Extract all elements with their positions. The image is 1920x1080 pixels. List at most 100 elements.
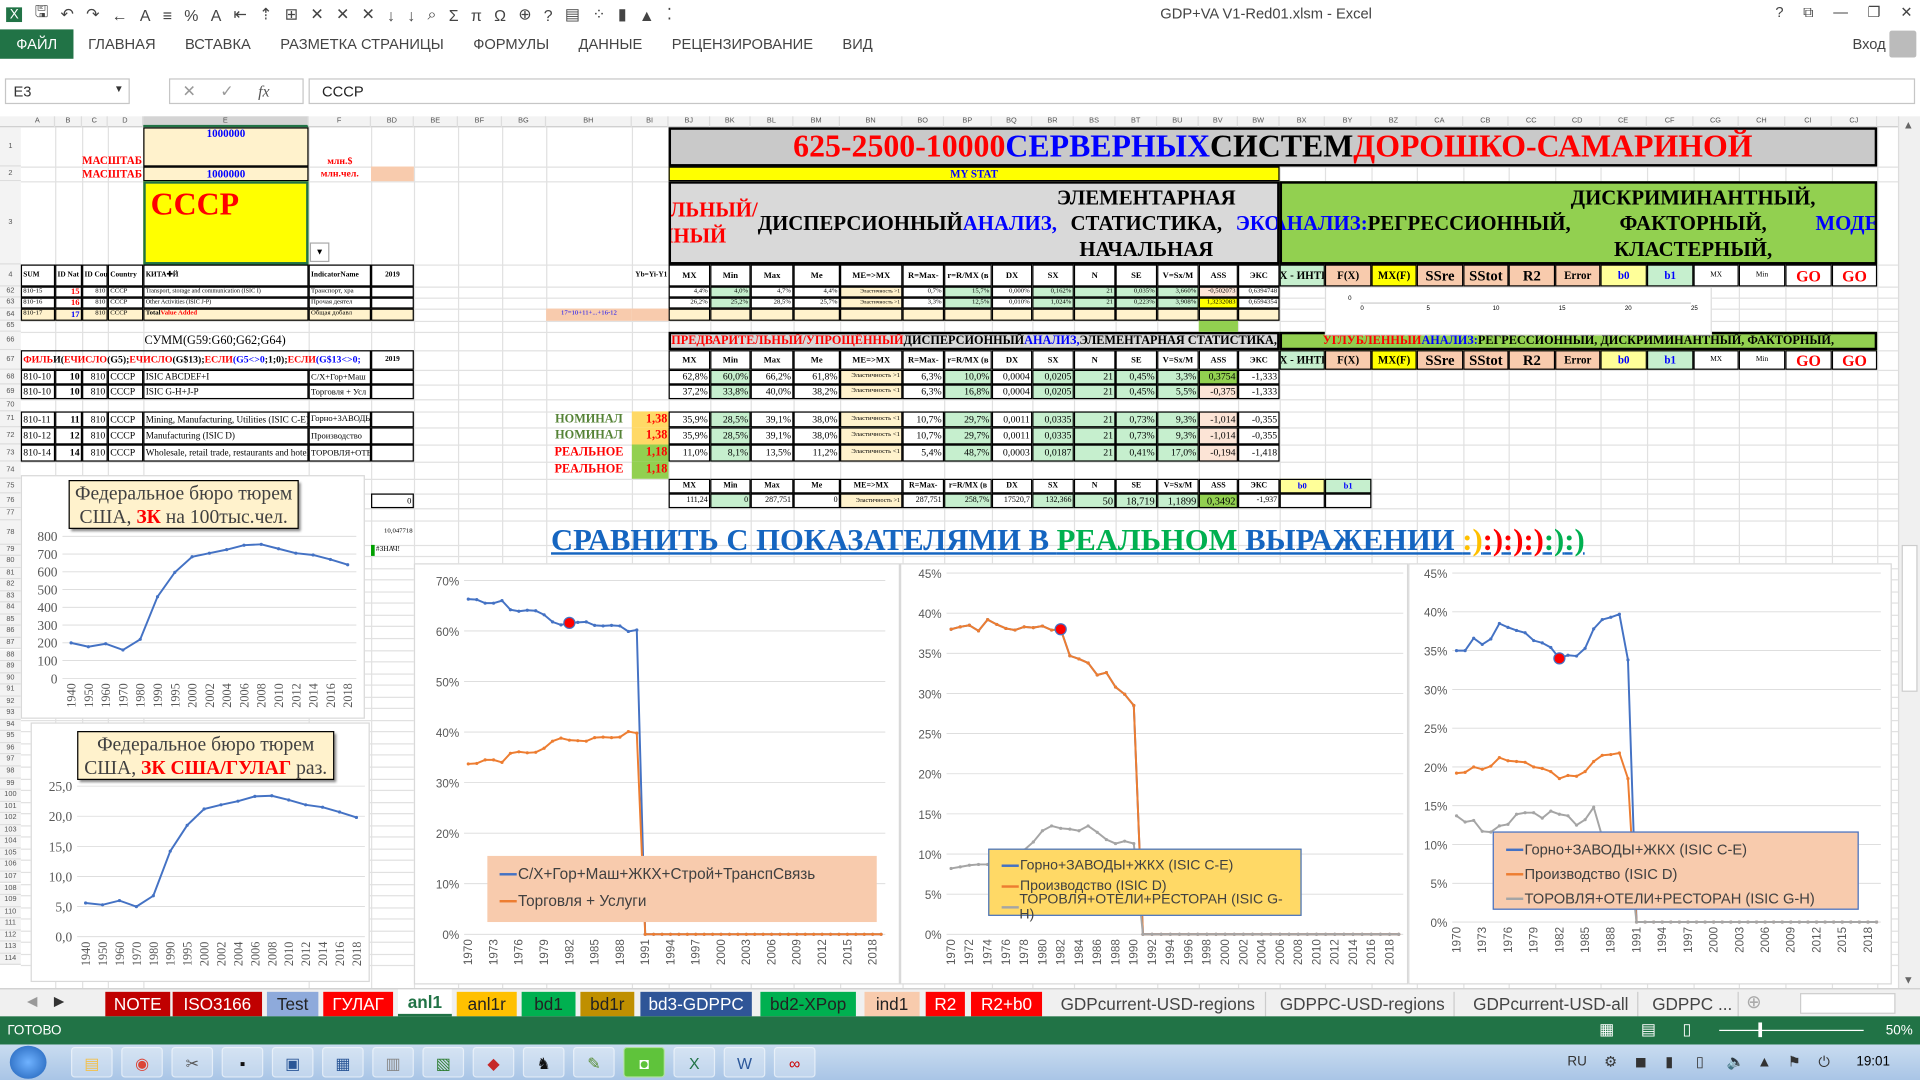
column-header-BN[interactable]: BN [840, 116, 903, 128]
row-header-75[interactable]: 75 [0, 478, 21, 494]
column-header-D[interactable]: D [108, 116, 144, 128]
row-header-100[interactable]: 100 [0, 789, 21, 802]
scroll-up-icon[interactable]: ▲ [1902, 118, 1914, 132]
formula-input[interactable]: СССР [308, 78, 1916, 105]
row-header-101[interactable]: 101 [0, 801, 21, 814]
column-header-BW[interactable]: BW [1238, 116, 1280, 128]
row-header-110[interactable]: 110 [0, 906, 21, 919]
row-header-92[interactable]: 92 [0, 696, 21, 709]
row-header-96[interactable]: 96 [0, 743, 21, 755]
sheet-tab-anl1[interactable]: anl1 [397, 989, 452, 1017]
chart-2[interactable]: 0% 10% 20% 30% 40% 50% 60% 70% 1970 1973 1976 1979 1… [413, 563, 901, 985]
format-painter-icon[interactable]: A [210, 5, 222, 24]
row-header-83[interactable]: 83 [0, 591, 21, 603]
page-layout-icon[interactable]: ▤ [1640, 1020, 1656, 1039]
row-header-86[interactable]: 86 [0, 626, 21, 638]
column-header-CD[interactable]: CD [1555, 116, 1601, 128]
column-header-CI[interactable]: CI [1785, 116, 1832, 128]
column-header-BX[interactable]: BX [1280, 116, 1325, 128]
column-header-CC[interactable]: CC [1509, 116, 1556, 128]
row-header-85[interactable]: 85 [0, 614, 21, 627]
chart-4[interactable]: 0% 5% 10% 15% 20% 25% 30% 35% 40% 45% 1970 1973 1976… [1408, 563, 1892, 985]
column-header-CF[interactable]: CF [1647, 116, 1694, 128]
tab-view[interactable]: ВИД [842, 35, 873, 53]
column-header-C[interactable]: C [82, 116, 108, 128]
ribbon-display-icon[interactable]: ⧉ [1803, 3, 1814, 21]
find-icon[interactable]: ⌕ [427, 4, 437, 24]
column-header-BO[interactable]: BO [902, 116, 945, 128]
row-header-63[interactable]: 63 [0, 297, 21, 309]
sort-desc-icon[interactable]: ↓ [407, 5, 416, 24]
row-header-87[interactable]: 87 [0, 637, 21, 650]
row-header-2[interactable]: 2 [0, 166, 21, 182]
avatar[interactable] [1889, 30, 1917, 58]
delete-row-icon[interactable]: ✕ [335, 4, 350, 24]
notepad-icon[interactable]: ✎ [573, 1046, 615, 1078]
row-header-70[interactable]: 70 [0, 399, 21, 412]
column-header-BR[interactable]: BR [1032, 116, 1074, 128]
sheet-tab-NOTE[interactable]: NOTE [105, 991, 171, 1017]
undo-icon[interactable]: ↶ [60, 4, 74, 24]
sheet-tab-ind1[interactable]: ind1 [864, 991, 920, 1017]
save-icon[interactable]: 🖫 [34, 2, 49, 21]
redo-icon[interactable]: ↷ [86, 4, 100, 24]
excel-taskbar-icon[interactable]: X [673, 1046, 716, 1078]
next-sheet-icon[interactable]: ▶ [53, 994, 65, 1009]
row-header-105[interactable]: 105 [0, 848, 21, 861]
tab-review[interactable]: РЕЦЕНЗИРОВАНИЕ [671, 35, 814, 53]
row-header-84[interactable]: 84 [0, 602, 21, 615]
tab-home[interactable]: ГЛАВНАЯ [88, 35, 156, 53]
calculator-icon[interactable]: ▥ [372, 1046, 414, 1078]
column-header-BH[interactable]: BH [546, 116, 632, 128]
chart-icon[interactable]: ▤ [564, 4, 580, 24]
column-header-CJ[interactable]: CJ [1832, 116, 1878, 128]
column-header-BU[interactable]: BU [1157, 116, 1199, 128]
minimize-button[interactable]: — [1833, 3, 1848, 21]
column-header-BD[interactable]: BD [371, 116, 414, 128]
zoom-slider[interactable] [1719, 1029, 1864, 1032]
column-header-BS[interactable]: BS [1074, 116, 1116, 128]
excel-icon[interactable]: X [6, 7, 23, 23]
omega-icon[interactable]: Ω [494, 5, 506, 24]
insert-cells-icon[interactable]: ⊞ [284, 4, 299, 24]
close-button[interactable]: ✕ [1900, 3, 1913, 21]
tab-file[interactable]: ФАЙЛ [0, 29, 74, 59]
row-header-97[interactable]: 97 [0, 754, 21, 767]
insert-col-icon[interactable]: ⇡ [259, 4, 273, 24]
row-header-95[interactable]: 95 [0, 731, 21, 744]
sheet-tab-GDPPC ...[interactable]: GDPPC ... [1647, 991, 1739, 1017]
row-header-106[interactable]: 106 [0, 860, 21, 872]
row-header-68[interactable]: 68 [0, 369, 21, 385]
row-header-74[interactable]: 74 [0, 461, 21, 479]
area-chart-icon[interactable]: ▲ [638, 5, 655, 24]
sheet-tab-ГУЛАГ[interactable]: ГУЛАГ [323, 991, 394, 1017]
row-header-114[interactable]: 114 [0, 953, 21, 966]
file-explorer-icon[interactable]: ▤ [71, 1046, 113, 1078]
sheet-tab-Test[interactable]: Test [266, 991, 319, 1017]
app-icon[interactable]: ◆ [472, 1046, 515, 1078]
sheet-tab-bd3-GDPPC[interactable]: bd3-GDPPC [640, 991, 752, 1017]
chrome-icon[interactable]: ◉ [121, 1046, 163, 1078]
tab-insert[interactable]: ВСТАВКА [184, 35, 251, 53]
column-header-BG[interactable]: BG [502, 116, 547, 128]
sheet-tab-bd1[interactable]: bd1 [521, 991, 576, 1017]
zoom-slider-thumb[interactable] [1758, 1022, 1763, 1038]
column-header-BQ[interactable]: BQ [992, 116, 1033, 128]
row-header-108[interactable]: 108 [0, 883, 21, 896]
add-sheet-icon[interactable]: ⊕ [1746, 991, 1762, 1013]
row-header-82[interactable]: 82 [0, 579, 21, 592]
battery-icon[interactable]: ▮ [1665, 1053, 1674, 1071]
prev-sheet-icon[interactable]: ◀ [26, 994, 38, 1009]
row-header-98[interactable]: 98 [0, 766, 21, 779]
row-header-107[interactable]: 107 [0, 871, 21, 884]
clock[interactable]: 19:01 [1856, 1054, 1891, 1069]
country-cell-E3[interactable]: СССР [143, 181, 309, 265]
row-header-89[interactable]: 89 [0, 661, 21, 673]
column-header-A[interactable]: A [21, 116, 56, 128]
sheet-tab-R2[interactable]: R2 [925, 991, 965, 1017]
row-header-79[interactable]: 79 [0, 544, 21, 557]
row-header-94[interactable]: 94 [0, 719, 21, 732]
volume-icon[interactable]: 🔈 [1726, 1053, 1745, 1071]
vertical-scrollbar[interactable]: ▲ ▼ [1897, 116, 1920, 989]
row-header-93[interactable]: 93 [0, 708, 21, 720]
